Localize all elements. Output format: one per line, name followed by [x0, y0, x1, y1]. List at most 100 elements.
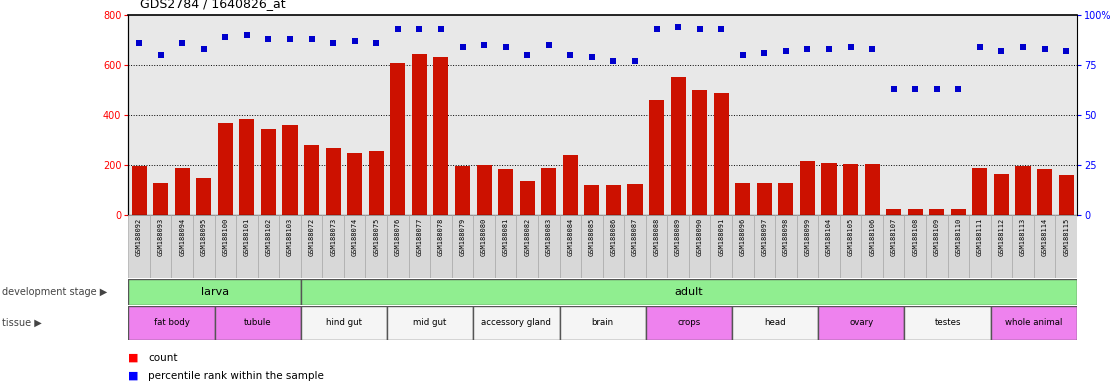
Bar — [650, 100, 664, 215]
Point — [885, 86, 903, 92]
Point — [453, 44, 471, 50]
Bar — [1037, 169, 1052, 215]
Text: accessory gland: accessory gland — [481, 318, 551, 328]
Bar — [153, 183, 169, 215]
Bar — [732, 215, 753, 278]
Text: GSM188073: GSM188073 — [330, 218, 336, 257]
Bar — [541, 167, 556, 215]
Text: development stage ▶: development stage ▶ — [2, 287, 107, 297]
Bar — [387, 215, 408, 278]
Bar — [994, 174, 1009, 215]
Bar — [843, 164, 858, 215]
Bar — [671, 76, 685, 215]
Bar — [301, 279, 1077, 305]
Bar — [865, 164, 879, 215]
Point — [518, 52, 536, 58]
Point — [626, 58, 644, 65]
Bar — [904, 215, 926, 278]
Point — [691, 26, 709, 32]
Text: GSM188097: GSM188097 — [761, 218, 768, 257]
Point — [712, 26, 730, 32]
Bar — [711, 215, 732, 278]
Point — [195, 46, 213, 52]
Bar — [239, 119, 254, 215]
Bar — [1059, 175, 1074, 215]
Point — [540, 42, 558, 48]
Bar — [344, 215, 366, 278]
Bar — [627, 184, 643, 215]
Bar — [904, 306, 991, 340]
Point — [950, 86, 968, 92]
Bar — [930, 209, 944, 215]
Bar — [862, 215, 883, 278]
Bar — [667, 215, 689, 278]
Bar — [323, 215, 344, 278]
Point — [388, 26, 406, 32]
Text: GSM188104: GSM188104 — [826, 218, 833, 257]
Text: GSM188079: GSM188079 — [460, 218, 465, 257]
Bar — [473, 306, 559, 340]
Bar — [603, 215, 624, 278]
Text: count: count — [148, 353, 177, 363]
Bar — [282, 125, 298, 215]
Text: larva: larva — [201, 287, 229, 297]
Bar — [585, 185, 599, 215]
Text: tubule: tubule — [244, 318, 271, 328]
Bar — [947, 215, 969, 278]
Bar — [1016, 166, 1030, 215]
Bar — [279, 215, 301, 278]
Text: GSM188096: GSM188096 — [740, 218, 745, 257]
Point — [647, 26, 665, 32]
Text: ■: ■ — [128, 353, 138, 363]
Bar — [991, 215, 1012, 278]
Text: GSM188072: GSM188072 — [309, 218, 315, 257]
Bar — [304, 145, 319, 215]
Point — [497, 44, 514, 50]
Point — [670, 24, 687, 30]
Bar — [196, 178, 211, 215]
Text: GSM188101: GSM188101 — [244, 218, 250, 257]
Point — [992, 48, 1010, 55]
Bar — [753, 215, 776, 278]
Point — [799, 46, 817, 52]
Point — [475, 42, 493, 48]
Point — [1014, 44, 1032, 50]
Text: GSM188092: GSM188092 — [136, 218, 142, 257]
Point — [906, 86, 924, 92]
Point — [841, 44, 859, 50]
Text: GSM188095: GSM188095 — [201, 218, 206, 257]
Bar — [218, 123, 233, 215]
Text: GSM188075: GSM188075 — [373, 218, 379, 257]
Point — [260, 36, 278, 42]
Text: GSM188077: GSM188077 — [416, 218, 422, 257]
Text: ■: ■ — [128, 371, 138, 381]
Text: GSM188102: GSM188102 — [266, 218, 271, 257]
Point — [367, 40, 385, 46]
Bar — [646, 215, 667, 278]
Text: GSM188094: GSM188094 — [180, 218, 185, 257]
Text: GSM188082: GSM188082 — [525, 218, 530, 257]
Bar — [991, 306, 1077, 340]
Text: GSM188093: GSM188093 — [157, 218, 164, 257]
Bar — [473, 215, 494, 278]
Bar — [150, 215, 172, 278]
Text: GSM188099: GSM188099 — [805, 218, 810, 257]
Bar — [972, 167, 988, 215]
Point — [346, 38, 364, 45]
Bar — [175, 167, 190, 215]
Text: GSM188113: GSM188113 — [1020, 218, 1026, 257]
Text: GSM188103: GSM188103 — [287, 218, 294, 257]
Point — [432, 26, 450, 32]
Bar — [128, 279, 301, 305]
Text: fat body: fat body — [154, 318, 190, 328]
Bar — [214, 306, 301, 340]
Bar — [347, 153, 363, 215]
Point — [756, 50, 773, 56]
Bar — [368, 151, 384, 215]
Text: GSM188111: GSM188111 — [976, 218, 983, 257]
Bar — [818, 306, 904, 340]
Text: GSM188098: GSM188098 — [783, 218, 789, 257]
Bar — [606, 185, 620, 215]
Point — [734, 52, 752, 58]
Bar — [562, 155, 578, 215]
